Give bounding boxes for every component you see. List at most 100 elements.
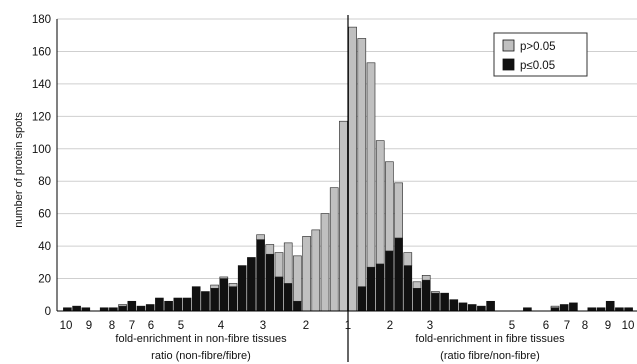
x-tick-label-left-9: 9: [86, 320, 92, 332]
bar-not-significant-right-9: [431, 291, 440, 294]
bar-not-significant-left-18: [228, 283, 238, 287]
legend-swatch-significant: [502, 58, 515, 71]
y-tick-label-80: 80: [38, 176, 51, 188]
bar-significant-left-23: [274, 276, 284, 312]
y-tick-label-100: 100: [32, 144, 51, 156]
x-tick-label-right-2: 2: [387, 320, 393, 332]
bar-not-significant-left-6: [118, 304, 127, 307]
bar-significant-left-7: [127, 300, 137, 312]
bar-not-significant-left-16: [210, 284, 219, 289]
bar-significant-right-28: [605, 300, 615, 312]
bar-significant-right-3: [375, 263, 385, 312]
bar-significant-left-6: [118, 305, 127, 312]
bar-significant-left-25: [293, 300, 302, 312]
x-tick-label-left-3: 3: [260, 320, 266, 332]
bar-not-significant-right-4: [385, 161, 394, 252]
legend-label-significant: p≤0.05: [520, 60, 555, 72]
bar-significant-right-10: [440, 292, 449, 312]
x-tick-label-right-8: 8: [582, 320, 588, 332]
bar-significant-left-16: [210, 287, 219, 312]
x-axis-title-right-line1: fold-enrichment in fibre tissues: [415, 333, 565, 345]
x-tick-label-left-5: 5: [178, 320, 184, 332]
bar-significant-right-5: [394, 237, 403, 312]
bar-significant-left-12: [173, 297, 183, 312]
x-tick-label-right-9: 9: [605, 320, 611, 332]
x-tick-label-right-3: 3: [427, 320, 433, 332]
bar-not-significant-left-23: [274, 252, 284, 278]
bar-significant-left-19: [237, 265, 247, 312]
bar-not-significant-left-28: [320, 213, 330, 312]
bar-not-significant-left-25: [293, 255, 302, 302]
x-tick-label-left-2: 2: [303, 320, 309, 332]
x-tick-label-left-4: 4: [218, 320, 225, 332]
bar-not-significant-right-22: [550, 305, 560, 309]
y-axis-title: number of protein spots: [13, 112, 25, 228]
bar-significant-left-17: [219, 278, 229, 312]
bar-significant-right-23: [559, 304, 569, 312]
x-tick-label-right-7: 7: [564, 320, 570, 332]
y-tick-label-60: 60: [38, 209, 51, 221]
bar-significant-left-21: [256, 239, 265, 312]
bar-significant-left-15: [201, 291, 210, 312]
bar-significant-right-7: [412, 287, 422, 312]
bar-not-significant-left-29: [329, 187, 339, 312]
legend-swatch-not-significant: [502, 39, 515, 52]
x-tick-label-right-6: 6: [543, 320, 549, 332]
bar-significant-left-9: [145, 304, 155, 312]
x-axis-title-left-line2: ratio (non-fibre/fibre): [151, 350, 251, 362]
bar-not-significant-left-24: [283, 242, 293, 284]
y-tick-label-40: 40: [38, 241, 51, 253]
bar-significant-right-1: [357, 286, 367, 312]
bar-not-significant-left-27: [311, 229, 321, 312]
bar-not-significant-right-6: [403, 252, 413, 266]
bar-not-significant-right-0: [348, 26, 357, 312]
bar-significant-right-14: [477, 305, 486, 312]
bar-not-significant-right-1: [357, 38, 367, 287]
bar-not-significant-left-26: [302, 236, 311, 312]
bar-significant-left-8: [136, 305, 146, 312]
bar-significant-left-14: [191, 286, 201, 312]
legend: p>0.05 p≤0.05: [493, 32, 588, 77]
bar-significant-right-6: [403, 265, 413, 312]
x-tick-label-right-10: 10: [622, 320, 635, 332]
bar-not-significant-left-21: [256, 234, 265, 240]
bar-significant-left-18: [228, 286, 238, 312]
bar-not-significant-right-5: [394, 182, 403, 239]
bar-significant-left-24: [283, 283, 293, 312]
x-tick-label-left-8: 8: [109, 320, 115, 332]
bar-significant-left-22: [265, 253, 275, 312]
bar-not-significant-left-30: [339, 120, 348, 312]
bar-significant-right-2: [366, 266, 376, 312]
y-tick-label-20: 20: [38, 274, 51, 286]
x-tick-label-right-5: 5: [509, 320, 515, 332]
bar-significant-left-11: [164, 300, 173, 312]
bar-not-significant-right-3: [375, 140, 385, 265]
axes-group: [56, 15, 637, 362]
x-tick-label-left-6: 6: [148, 320, 154, 332]
x-axis-title-left-line1: fold-enrichment in non-fibre tissues: [115, 333, 287, 345]
bar-significant-right-8: [421, 279, 431, 312]
bar-significant-right-24: [569, 302, 578, 312]
bar-significant-right-11: [449, 299, 459, 312]
y-tick-labels: 0 20 40 60 80 100 120 140 160 180: [32, 14, 51, 318]
y-tick-label-160: 160: [32, 46, 51, 58]
bar-not-significant-right-8: [421, 275, 431, 281]
bar-significant-left-13: [182, 297, 192, 312]
bar-not-significant-right-2: [366, 62, 376, 268]
x-tick-label-left-7: 7: [129, 320, 135, 332]
bar-not-significant-right-7: [412, 281, 422, 289]
legend-label-not-significant: p>0.05: [520, 41, 556, 53]
x-tick-labels: 10 9 8 7 6 5 4 3 2 1 2 3 5 6 7 8 9 10: [60, 320, 635, 332]
bar-not-significant-left-22: [265, 244, 275, 255]
x-axis-title-right-line2: (ratio fibre/non-fibre): [440, 350, 540, 362]
x-tick-label-left-10: 10: [60, 320, 73, 332]
bar-significant-left-10: [155, 297, 164, 312]
bar-significant-right-13: [467, 304, 477, 312]
y-tick-label-0: 0: [45, 306, 51, 318]
bar-significant-right-9: [431, 292, 440, 312]
y-tick-label-120: 120: [32, 111, 51, 123]
bar-significant-right-15: [486, 300, 495, 312]
bar-significant-right-12: [458, 302, 468, 312]
bar-not-significant-left-17: [219, 276, 229, 279]
